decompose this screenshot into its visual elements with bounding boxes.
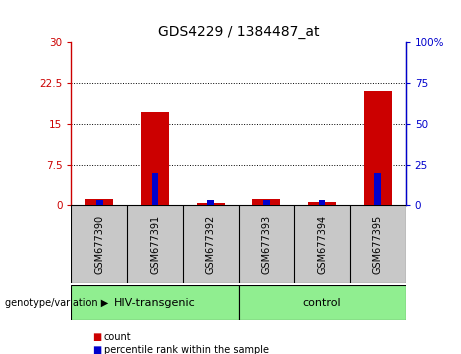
Bar [71, 285, 239, 320]
Text: ■: ■ [92, 345, 101, 354]
Bar [152, 173, 159, 205]
Text: control: control [303, 298, 342, 308]
Bar [364, 91, 392, 205]
Text: ■: ■ [92, 332, 101, 342]
Text: GSM677391: GSM677391 [150, 215, 160, 274]
Text: percentile rank within the sample: percentile rank within the sample [104, 345, 269, 354]
Bar [263, 200, 270, 205]
Bar [96, 200, 103, 205]
Bar [253, 199, 280, 205]
Bar [238, 285, 406, 320]
Text: GSM677395: GSM677395 [373, 215, 383, 274]
Bar [308, 201, 336, 205]
Text: GSM677394: GSM677394 [317, 215, 327, 274]
Bar [319, 200, 325, 205]
Text: genotype/variation ▶: genotype/variation ▶ [5, 298, 108, 308]
Text: GSM677392: GSM677392 [206, 215, 216, 274]
Text: GSM677390: GSM677390 [95, 215, 104, 274]
Bar [85, 199, 113, 205]
Bar [374, 173, 381, 205]
Text: HIV-transgenic: HIV-transgenic [114, 298, 196, 308]
Text: count: count [104, 332, 131, 342]
Title: GDS4229 / 1384487_at: GDS4229 / 1384487_at [158, 25, 319, 39]
Text: GSM677393: GSM677393 [261, 215, 272, 274]
Bar [197, 204, 225, 205]
Bar [141, 112, 169, 205]
Bar [207, 200, 214, 205]
